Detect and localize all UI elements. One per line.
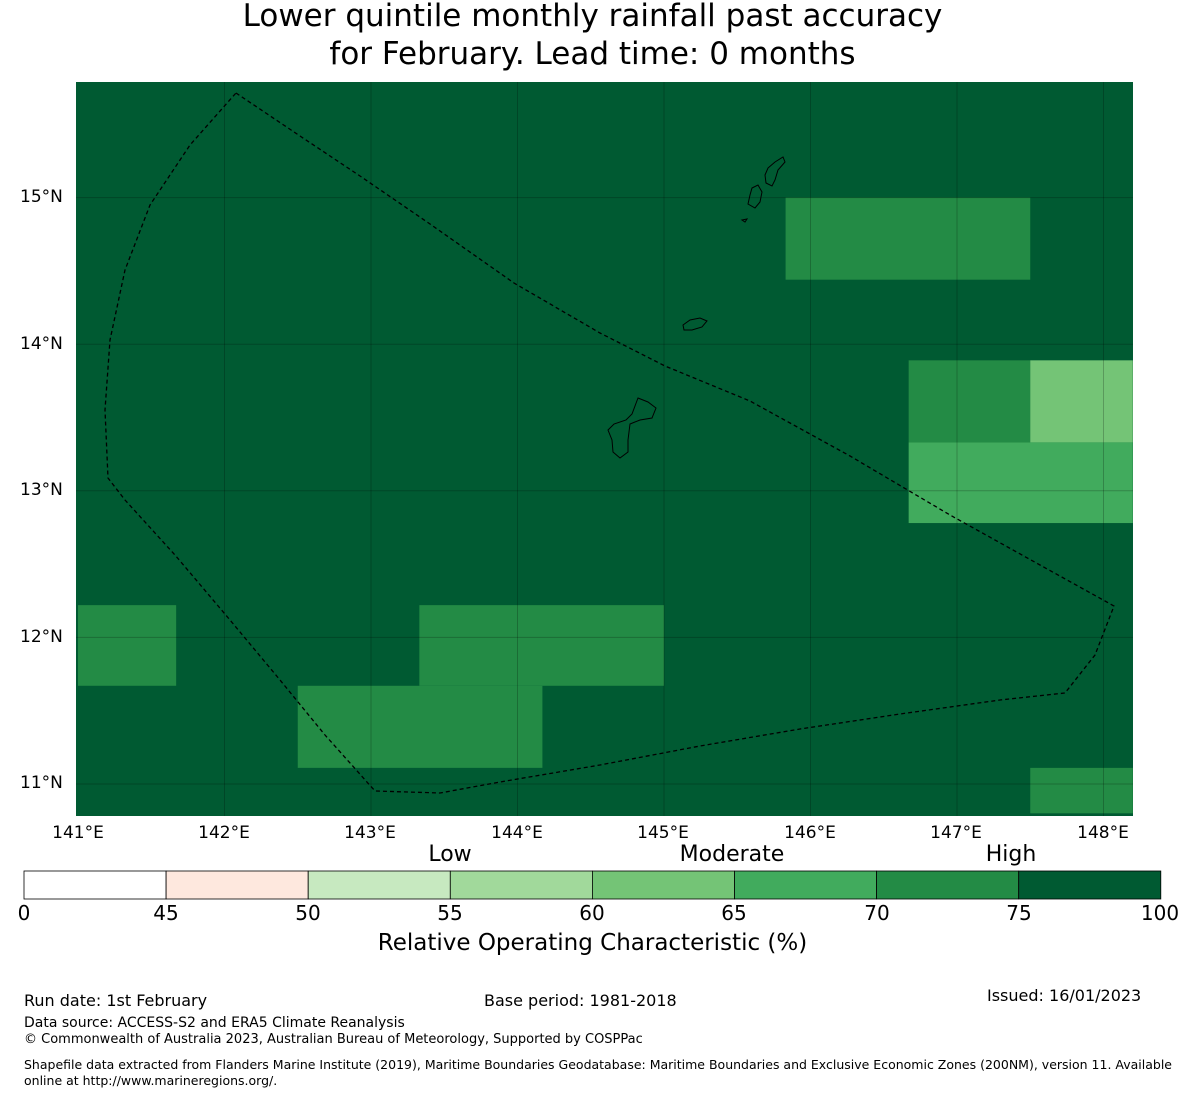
lat-label-13n: 13°N <box>20 480 63 500</box>
tick-65: 65 <box>721 901 747 925</box>
tick-50: 50 <box>295 901 321 925</box>
lat-label-11n: 11°N <box>20 773 63 793</box>
tick-75: 75 <box>1006 901 1032 925</box>
roc-cell-7 <box>1030 767 1133 814</box>
issued-date: Issued: 16/01/2023 <box>987 986 1142 1005</box>
tick-45: 45 <box>153 901 179 925</box>
lon-label-147e: 147°E <box>930 823 982 843</box>
tick-0: 0 <box>17 901 31 925</box>
colorbar-segment-0 <box>23 870 167 900</box>
lon-label-142e: 142°E <box>198 823 250 843</box>
lon-label-144e: 144°E <box>491 823 543 843</box>
guam-island <box>607 397 657 459</box>
lon-label-143e: 143°E <box>344 823 396 843</box>
colorbar-segment-1 <box>165 870 309 900</box>
lon-label-141e: 141°E <box>52 823 104 843</box>
colorbar <box>23 870 1162 900</box>
category-low: Low <box>428 842 472 867</box>
tinian-island <box>747 184 763 209</box>
shapefile-attribution: Shapefile data extracted from Flanders M… <box>24 1057 1172 1088</box>
colorbar-segment-5 <box>734 870 878 900</box>
colorbar-label: Relative Operating Characteristic (%) <box>377 930 808 956</box>
data-source: Data source: ACCESS-S2 and ERA5 Climate … <box>24 1015 405 1031</box>
lon-label-148e: 148°E <box>1077 823 1129 843</box>
title-line-2: for February. Lead time: 0 months <box>329 36 856 72</box>
graticule <box>76 82 1133 816</box>
tick-55: 55 <box>437 901 463 925</box>
category-high: High <box>985 842 1037 867</box>
tick-100: 100 <box>1140 901 1180 925</box>
roc-cell-6 <box>297 685 543 768</box>
lat-label-12n: 12°N <box>20 627 63 647</box>
aguijan-island <box>740 218 749 223</box>
roc-cell-4 <box>78 605 177 686</box>
map-panel <box>76 82 1133 816</box>
rota-island <box>682 317 708 331</box>
colorbar-segment-7 <box>1018 870 1162 900</box>
eez-boundary <box>104 92 1115 794</box>
saipan-island <box>764 156 786 187</box>
lon-label-145e: 145°E <box>637 823 689 843</box>
lat-label-14n: 14°N <box>20 334 63 354</box>
roc-cell-1 <box>908 360 1031 443</box>
title-line-1: Lower quintile monthly rainfall past acc… <box>242 0 943 34</box>
category-moderate: Moderate <box>679 842 785 867</box>
roc-cell-2 <box>1030 360 1133 443</box>
colorbar-segment-6 <box>876 870 1020 900</box>
run-date: Run date: 1st February <box>24 991 208 1010</box>
colorbar-segment-3 <box>449 870 593 900</box>
roc-cell-5 <box>419 605 664 686</box>
roc-cells <box>78 197 1133 814</box>
roc-cell-0 <box>785 197 1031 280</box>
roc-cell-3 <box>908 442 1133 524</box>
lon-label-146e: 146°E <box>784 823 836 843</box>
colorbar-segment-4 <box>592 870 735 900</box>
base-period: Base period: 1981-2018 <box>484 991 677 1010</box>
lat-label-15n: 15°N <box>20 187 63 207</box>
copyright: © Commonwealth of Australia 2023, Austra… <box>24 1032 643 1047</box>
map-figure <box>23 82 1162 900</box>
tick-70: 70 <box>864 901 890 925</box>
colorbar-segment-2 <box>307 870 451 900</box>
tick-60: 60 <box>579 901 605 925</box>
